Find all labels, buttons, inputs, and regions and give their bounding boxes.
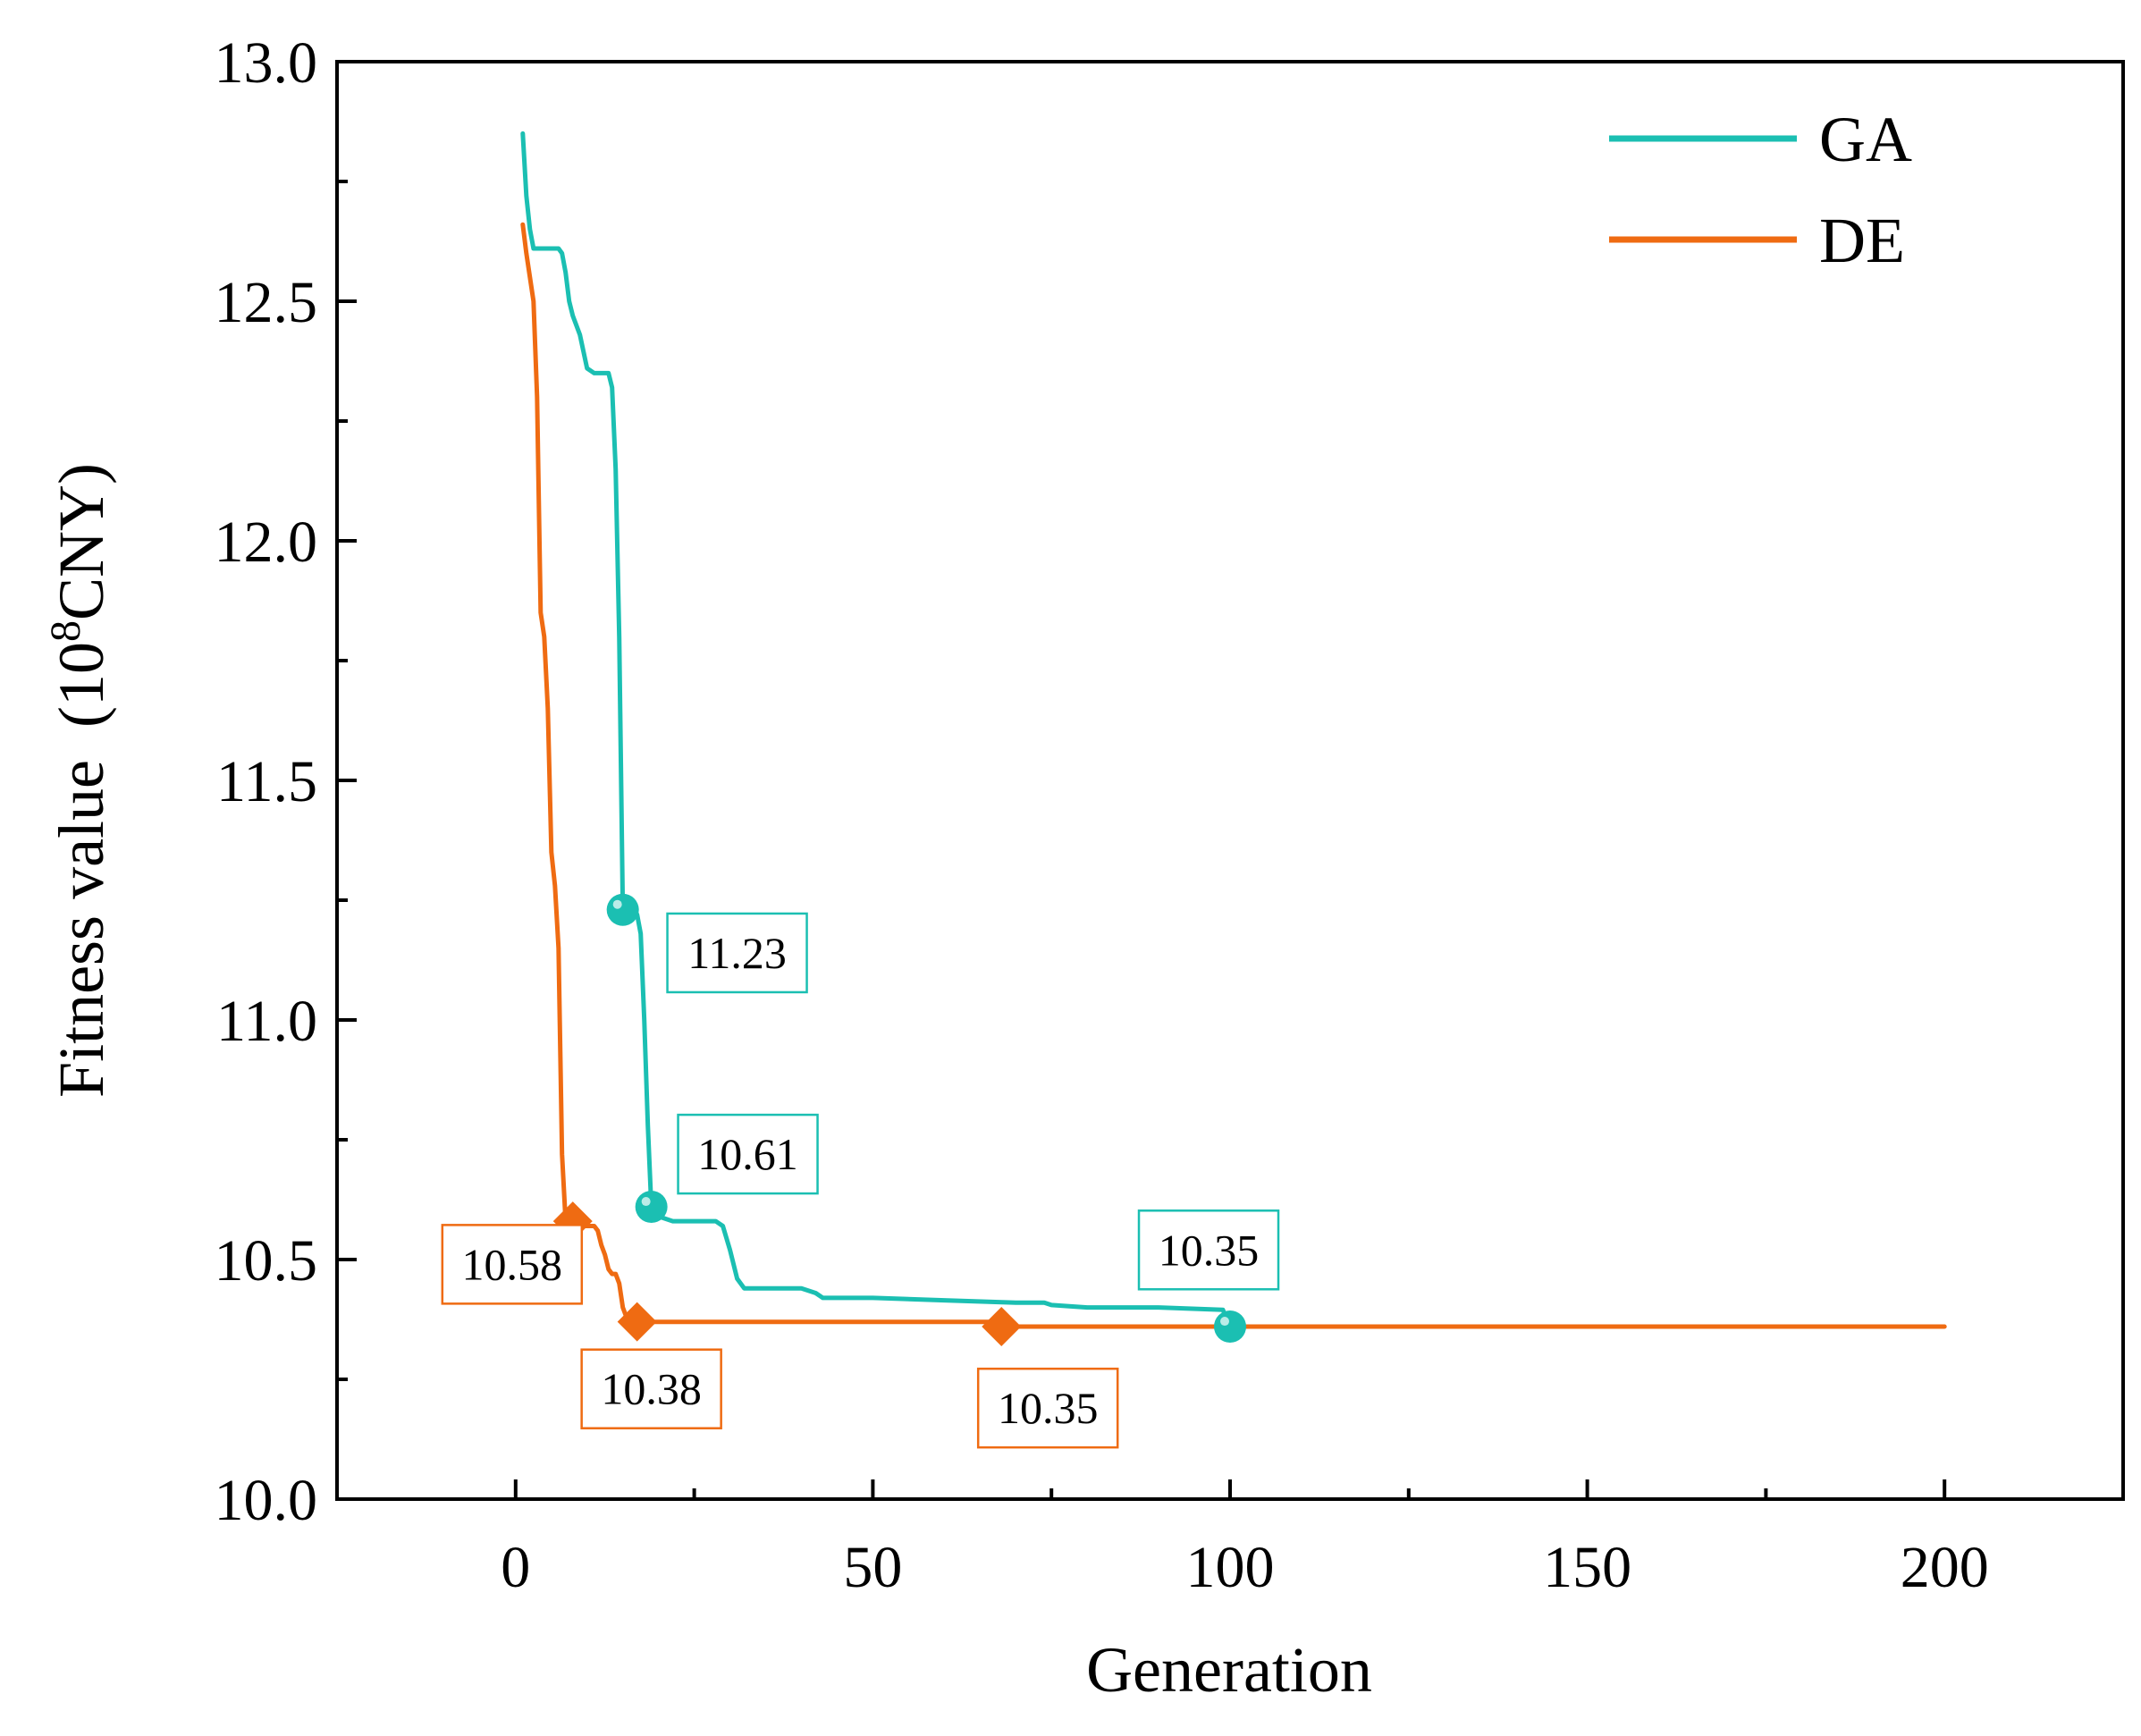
de-marker-2 bbox=[982, 1307, 1022, 1347]
legend: GA DE bbox=[1609, 104, 1912, 276]
series-line-ga bbox=[520, 131, 1233, 1329]
ga-marker-0-highlight bbox=[612, 899, 622, 909]
annotations: 11.23 10.61 10.35 10.58 10.38 10.35 bbox=[441, 912, 1280, 1449]
y-tick-labels: 10.0 10.5 11.0 11.5 12.0 12.5 13.0 bbox=[215, 30, 318, 1533]
annotation-label-5: 10.35 bbox=[998, 1383, 1099, 1433]
x-tick-label-0: 0 bbox=[501, 1535, 530, 1600]
annotation-label-4: 10.38 bbox=[601, 1364, 702, 1414]
x-axis-title: Generation bbox=[1086, 1634, 1372, 1706]
x-tick-labels: 0 50 100 150 200 bbox=[501, 1535, 1988, 1600]
axis-ticks bbox=[337, 60, 1947, 1501]
y-tick-label-0: 10.0 bbox=[215, 1468, 318, 1533]
y-tick-label-1: 10.5 bbox=[215, 1228, 318, 1294]
y-axis-title: Fitness value (108CNY) bbox=[42, 463, 117, 1098]
annotation-label-2: 10.35 bbox=[1159, 1225, 1260, 1275]
y-tick-label-6: 13.0 bbox=[215, 30, 318, 96]
ga-marker-2-highlight bbox=[1220, 1317, 1229, 1327]
series-lines bbox=[520, 131, 1947, 1329]
y-tick-label-4: 12.0 bbox=[215, 510, 318, 575]
y-tick-label-2: 11.0 bbox=[216, 989, 317, 1054]
y-tick-label-5: 12.5 bbox=[215, 270, 318, 335]
ga-marker-0 bbox=[606, 893, 639, 926]
de-marker-1 bbox=[617, 1302, 657, 1342]
annotation-box-5 bbox=[976, 1367, 1119, 1449]
series-line-de bbox=[520, 222, 1947, 1329]
legend-label-ga: GA bbox=[1819, 104, 1912, 175]
y-axis-title-unit: CNY) bbox=[46, 463, 117, 620]
annotation-label-1: 10.61 bbox=[697, 1129, 798, 1179]
annotation-box-0 bbox=[666, 912, 808, 994]
y-axis-title-exponent: 8 bbox=[42, 620, 89, 642]
y-tick-label-3: 11.5 bbox=[216, 749, 317, 814]
x-tick-label-4: 200 bbox=[1901, 1535, 1989, 1600]
y-axis-title-main: Fitness value (10 bbox=[46, 642, 117, 1098]
x-tick-label-1: 50 bbox=[843, 1535, 902, 1600]
x-tick-label-3: 150 bbox=[1543, 1535, 1631, 1600]
annotation-box-3 bbox=[441, 1224, 584, 1305]
annotation-box-4 bbox=[580, 1348, 722, 1429]
annotation-box-1 bbox=[677, 1113, 819, 1195]
annotation-label-3: 10.58 bbox=[462, 1239, 563, 1289]
x-tick-label-2: 100 bbox=[1186, 1535, 1275, 1600]
legend-label-de: DE bbox=[1819, 205, 1905, 276]
annotation-box-2 bbox=[1137, 1209, 1280, 1291]
ga-marker-2 bbox=[1214, 1310, 1246, 1344]
annotation-label-0: 11.23 bbox=[687, 928, 787, 978]
ga-marker-1-highlight bbox=[641, 1197, 651, 1207]
ga-marker-1 bbox=[635, 1191, 668, 1224]
